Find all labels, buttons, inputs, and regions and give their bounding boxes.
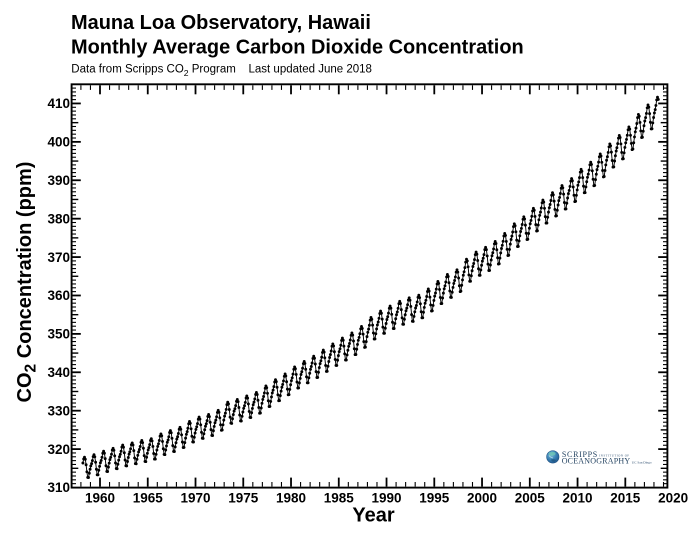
svg-text:330: 330 <box>47 403 70 418</box>
svg-text:2010: 2010 <box>562 491 592 506</box>
svg-text:2020: 2020 <box>658 491 688 506</box>
svg-text:CO2 Concentration (ppm): CO2 Concentration (ppm) <box>14 162 40 403</box>
svg-text:UC San Diego: UC San Diego <box>632 460 652 464</box>
svg-text:1990: 1990 <box>371 491 401 506</box>
svg-text:1970: 1970 <box>180 491 210 506</box>
svg-text:1980: 1980 <box>276 491 306 506</box>
svg-text:INSTITUTION OF: INSTITUTION OF <box>599 453 629 457</box>
svg-text:Data from Scripps CO2 Program: Data from Scripps CO2 Program <box>71 64 236 78</box>
svg-text:1975: 1975 <box>228 491 259 506</box>
svg-text:350: 350 <box>47 327 70 342</box>
svg-text:380: 380 <box>47 211 70 226</box>
svg-text:Last updated June 2018: Last updated June 2018 <box>249 64 372 76</box>
svg-text:Monthly Average Carbon Dioxide: Monthly Average Carbon Dioxide Concentra… <box>71 36 524 58</box>
svg-text:Mauna Loa Observatory, Hawaii: Mauna Loa Observatory, Hawaii <box>71 12 371 34</box>
svg-text:2005: 2005 <box>515 491 546 506</box>
svg-text:310: 310 <box>47 480 70 495</box>
svg-text:370: 370 <box>47 250 70 265</box>
svg-text:320: 320 <box>47 442 70 457</box>
svg-text:1965: 1965 <box>133 491 164 506</box>
svg-text:OCEANOGRAPHY: OCEANOGRAPHY <box>562 456 631 465</box>
svg-text:1995: 1995 <box>419 491 450 506</box>
svg-text:2000: 2000 <box>467 491 497 506</box>
svg-text:SCRIPPS: SCRIPPS <box>562 450 598 459</box>
svg-text:Year: Year <box>352 504 394 526</box>
svg-text:360: 360 <box>47 288 70 303</box>
svg-text:400: 400 <box>47 135 70 150</box>
svg-text:410: 410 <box>47 96 70 111</box>
svg-text:1960: 1960 <box>85 491 115 506</box>
svg-text:2015: 2015 <box>610 491 641 506</box>
svg-text:390: 390 <box>47 173 70 188</box>
svg-text:1985: 1985 <box>324 491 355 506</box>
svg-text:340: 340 <box>47 365 70 380</box>
